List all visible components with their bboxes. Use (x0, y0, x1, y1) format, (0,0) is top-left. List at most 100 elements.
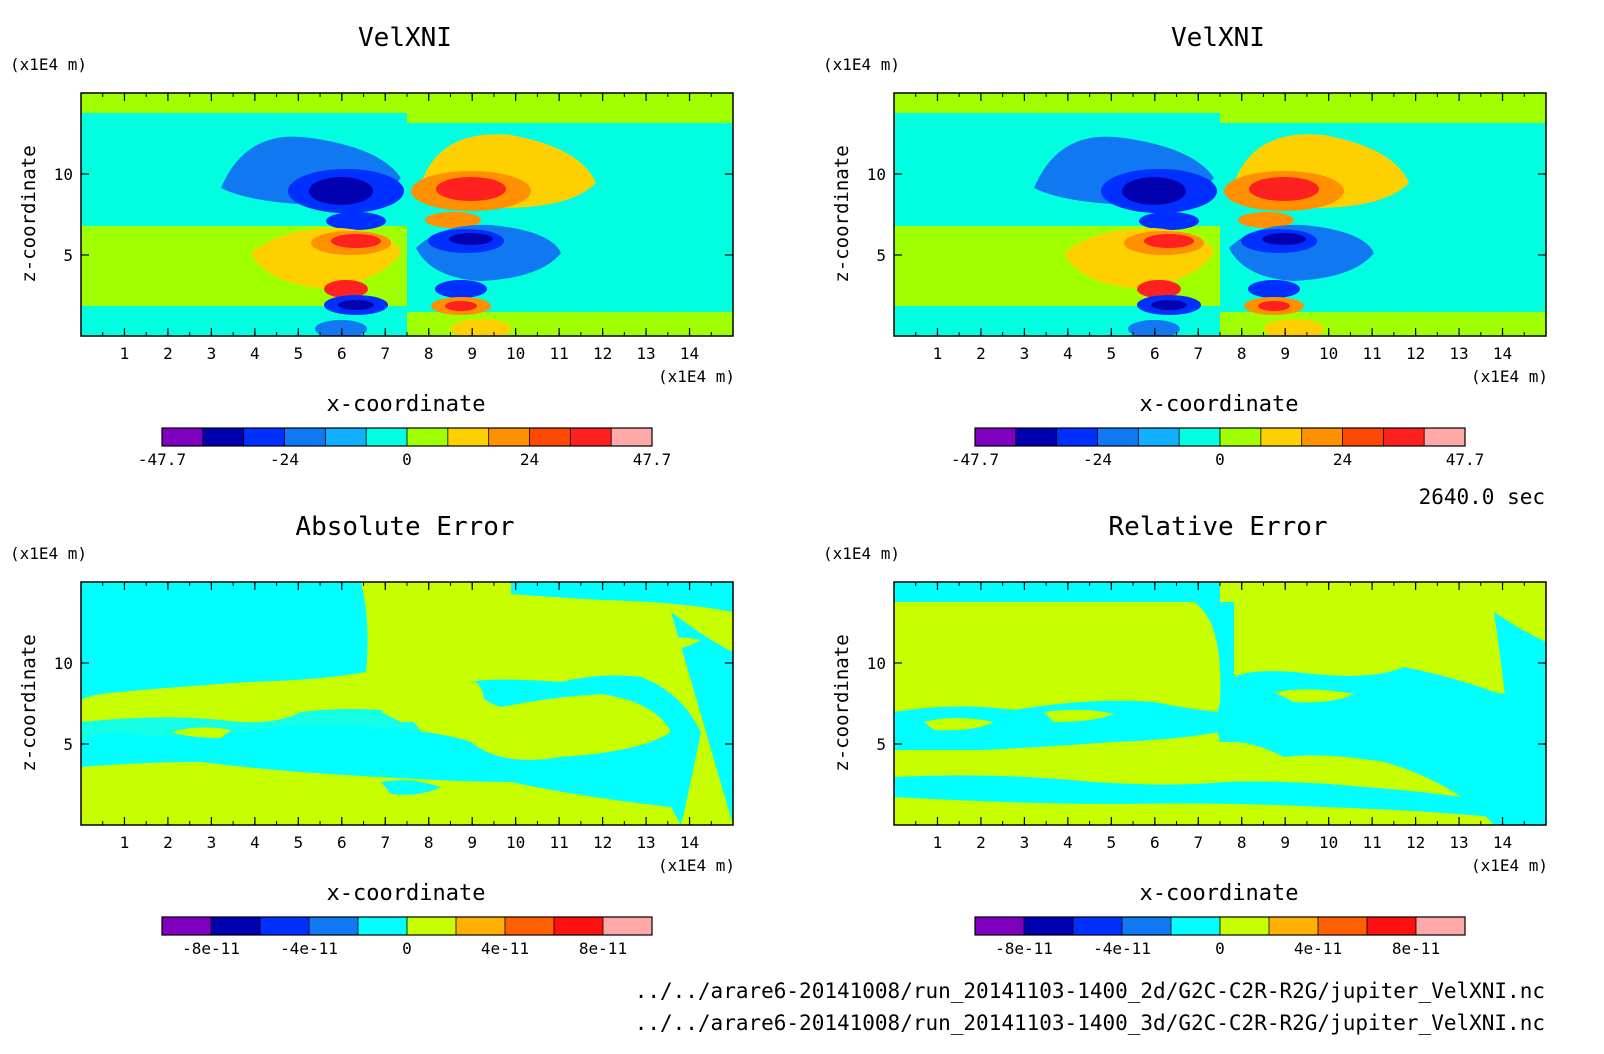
colorbar-swatch (975, 428, 1017, 446)
colorbar-swatch (1122, 917, 1172, 935)
colorbar-label: 0 (1215, 450, 1225, 469)
x-tick-label: 11 (550, 344, 569, 363)
colorbar-swatch (1269, 917, 1319, 935)
colorbar-swatch (309, 917, 359, 935)
colorbar-label: -4e-11 (1093, 939, 1151, 958)
x-tick-label: 3 (1020, 833, 1030, 852)
x-tick-label: 5 (1107, 833, 1117, 852)
colorbar-swatch (1416, 917, 1466, 935)
colorbar-swatch (1056, 428, 1098, 446)
colorbar-label: -24 (1083, 450, 1112, 469)
colorbar-swatch (366, 428, 408, 446)
colorbar-label: 24 (520, 450, 539, 469)
x-tick-label: 3 (207, 833, 217, 852)
colorbar-swatch (260, 917, 310, 935)
x-tick-label: 12 (1406, 344, 1425, 363)
plot-area (80, 581, 734, 826)
colorbar-label: -4e-11 (280, 939, 338, 958)
y-tick-label: 5 (876, 246, 886, 265)
x-tick-label: 2 (163, 833, 173, 852)
x-tick-label: 2 (976, 833, 986, 852)
y-axis-label: z-coordinate (18, 145, 40, 282)
colorbar-swatch (1138, 428, 1180, 446)
x-tick-label: 14 (1493, 344, 1512, 363)
y-tick-label: 10 (867, 654, 886, 673)
x-tick-label: 10 (1319, 344, 1338, 363)
colorbar-label: 47.7 (1446, 450, 1485, 469)
panel-title: Absolute Error (295, 512, 514, 542)
x-tick-label: 12 (593, 344, 612, 363)
x-tick-label: 9 (467, 833, 477, 852)
x-tick-label: 3 (1020, 344, 1030, 363)
colorbar-label: 4e-11 (481, 939, 529, 958)
x-tick-label: 10 (506, 344, 525, 363)
file-path-2: ../../arare6-20141008/run_20141103-1400_… (635, 1011, 1545, 1035)
y-tick-label: 5 (876, 735, 886, 754)
panel-title: Relative Error (1108, 512, 1327, 542)
plot-area (80, 92, 734, 337)
y-tick-labels: 5 10 (54, 582, 734, 825)
colorbar-label: 24 (1333, 450, 1352, 469)
x-axis-label: x-coordinate (327, 881, 486, 906)
colorbar-label: -8e-11 (995, 939, 1053, 958)
x-tick-label: 7 (1193, 344, 1203, 363)
colorbar: -8e-11 -4e-11 0 4e-11 8e-11 (161, 916, 653, 958)
file-path-1: ../../arare6-20141008/run_20141103-1400_… (635, 979, 1545, 1003)
x-tick-label: 4 (1063, 344, 1073, 363)
x-tick-label: 2 (976, 344, 986, 363)
colorbar-swatch (1367, 917, 1417, 935)
x-axis-label: x-coordinate (1140, 392, 1299, 417)
x-unit-label: (x1E4 m) (658, 367, 735, 386)
colorbar-label: 8e-11 (1392, 939, 1440, 958)
y-tick-labels: 5 10 (867, 93, 1547, 336)
x-tick-label: 11 (1363, 833, 1382, 852)
x-tick-label: 14 (1493, 833, 1512, 852)
panel-1: VelXNI (x1E4 m) (823, 23, 1548, 469)
x-tick-label: 12 (593, 833, 612, 852)
colorbar-swatch (529, 428, 571, 446)
x-tick-label: 7 (380, 344, 390, 363)
colorbar: -47.7 -24 0 24 47.7 (951, 427, 1485, 469)
colorbar-swatch (488, 428, 530, 446)
x-tick-label: 13 (636, 833, 655, 852)
x-tick-label: 14 (680, 833, 699, 852)
colorbar-swatch (1097, 428, 1139, 446)
x-axis-label: x-coordinate (327, 392, 486, 417)
colorbar-label: 4e-11 (1294, 939, 1342, 958)
plot-area (893, 581, 1547, 826)
colorbar-swatch (1220, 917, 1270, 935)
x-tick-label: 14 (680, 344, 699, 363)
colorbar-label: -47.7 (138, 450, 186, 469)
x-tick-label: 4 (250, 344, 260, 363)
x-tick-label: 4 (1063, 833, 1073, 852)
y-unit-label: (x1E4 m) (823, 544, 900, 563)
colorbar-swatch (325, 428, 367, 446)
x-unit-label: (x1E4 m) (1471, 367, 1548, 386)
x-unit-label: (x1E4 m) (1471, 856, 1548, 875)
x-tick-label: 1 (120, 344, 130, 363)
x-tick-label: 10 (506, 833, 525, 852)
x-tick-label: 5 (294, 833, 304, 852)
y-tick-label: 5 (63, 735, 73, 754)
x-tick-label: 9 (467, 344, 477, 363)
colorbar-label: 47.7 (633, 450, 672, 469)
colorbar: -8e-11 -4e-11 0 4e-11 8e-11 (974, 916, 1466, 958)
colorbar-swatch (407, 917, 457, 935)
colorbar-swatch (284, 428, 326, 446)
colorbar-label: 0 (402, 939, 412, 958)
x-unit-label: (x1E4 m) (658, 856, 735, 875)
colorbar-label: 0 (402, 450, 412, 469)
colorbar-swatch (1301, 428, 1343, 446)
colorbar-swatch (1342, 428, 1384, 446)
panel-3: Relative Error (x1E4 m) 1 2 3 4 5 6 7 8 9 10 11 12 1… (823, 512, 1548, 958)
y-tick-label: 10 (54, 654, 73, 673)
colorbar: -47.7 -24 0 24 47.7 (138, 427, 672, 469)
colorbar-label: 8e-11 (579, 939, 627, 958)
panel-title: VelXNI (1171, 23, 1265, 53)
y-axis-label: z-coordinate (18, 634, 40, 771)
x-tick-label: 3 (207, 344, 217, 363)
colorbar-swatch (162, 428, 204, 446)
plot-area (893, 92, 1547, 337)
x-tick-label: 12 (1406, 833, 1425, 852)
